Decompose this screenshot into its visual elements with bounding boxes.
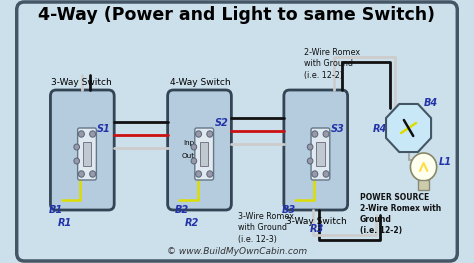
Text: B1: B1: [48, 205, 63, 215]
Circle shape: [323, 171, 329, 177]
FancyBboxPatch shape: [311, 128, 330, 180]
Text: 3-Way Switch: 3-Way Switch: [51, 78, 112, 87]
Circle shape: [323, 131, 329, 137]
Circle shape: [196, 171, 201, 177]
Text: S3: S3: [331, 124, 345, 134]
Circle shape: [196, 131, 201, 137]
Text: Output: Output: [182, 153, 207, 159]
Text: B3: B3: [282, 205, 296, 215]
Circle shape: [90, 171, 96, 177]
Circle shape: [307, 144, 313, 150]
Text: 4-Way (Power and Light to same Switch): 4-Way (Power and Light to same Switch): [38, 6, 436, 24]
Text: 4-Way Switch: 4-Way Switch: [171, 78, 231, 87]
Text: POWER SOURCE
2-Wire Romex with
Ground
(i.e. 12-2): POWER SOURCE 2-Wire Romex with Ground (i…: [360, 193, 441, 235]
Text: B4: B4: [424, 98, 438, 108]
Text: © www.BuildMyOwnCabin.com: © www.BuildMyOwnCabin.com: [167, 247, 307, 256]
Circle shape: [74, 144, 80, 150]
Text: S1: S1: [97, 124, 111, 134]
Bar: [200, 142, 209, 166]
Text: 3-Wire Romex
with Ground
(i.e. 12-3): 3-Wire Romex with Ground (i.e. 12-3): [238, 212, 294, 244]
Circle shape: [78, 131, 84, 137]
Circle shape: [74, 158, 80, 164]
FancyBboxPatch shape: [50, 90, 114, 210]
Bar: [316, 142, 325, 166]
Text: R2: R2: [184, 218, 199, 228]
FancyBboxPatch shape: [78, 128, 96, 180]
Text: 2-Wire Romex
with Ground
(i.e. 12-2): 2-Wire Romex with Ground (i.e. 12-2): [303, 48, 360, 80]
Circle shape: [410, 153, 437, 181]
Circle shape: [207, 171, 213, 177]
FancyBboxPatch shape: [168, 90, 231, 210]
Text: R3: R3: [310, 224, 324, 234]
Circle shape: [191, 144, 197, 150]
Bar: [83, 142, 91, 166]
Circle shape: [78, 171, 84, 177]
Circle shape: [191, 158, 197, 164]
Text: L1: L1: [438, 157, 452, 167]
Text: Input: Input: [183, 140, 202, 146]
Text: S2: S2: [215, 118, 228, 128]
Text: R1: R1: [58, 218, 72, 228]
Bar: [418, 180, 429, 190]
Text: B2: B2: [175, 205, 189, 215]
Text: R4: R4: [373, 124, 387, 134]
Circle shape: [207, 131, 213, 137]
Circle shape: [312, 171, 318, 177]
Polygon shape: [386, 104, 431, 152]
FancyBboxPatch shape: [284, 90, 347, 210]
Circle shape: [312, 131, 318, 137]
Circle shape: [307, 158, 313, 164]
Text: 3-Way Switch: 3-Way Switch: [286, 217, 346, 226]
Circle shape: [90, 131, 96, 137]
FancyBboxPatch shape: [195, 128, 214, 180]
